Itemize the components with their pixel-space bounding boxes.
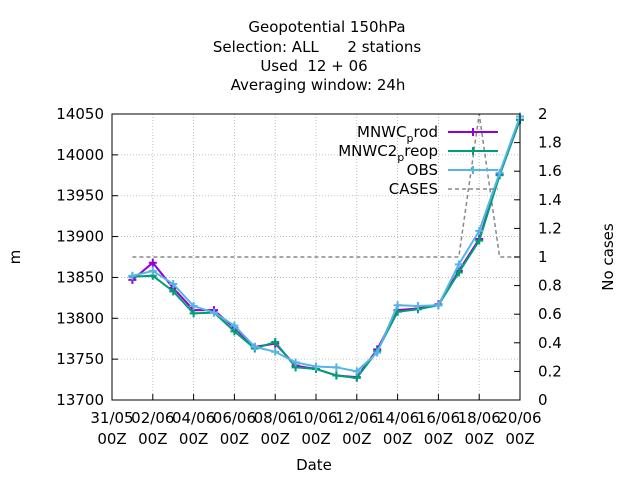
legend-label: MNWC2preop [338,142,438,164]
x-tick-date: 08/06 [254,409,297,427]
y-tick-label: 13950 [56,187,104,205]
x-tick-date: 18/06 [458,409,501,427]
data-point [271,337,280,346]
data-point [230,321,239,330]
cases-series [132,113,520,258]
data-point [189,309,198,318]
data-point [332,371,341,380]
x-tick-date: 20/06 [498,409,541,427]
legend-label: CASES [389,180,438,198]
data-point [148,258,157,267]
y2-axis-ticks: 0 0.2 0.4 0.6 0.8 1 1.2 1.4 1.6 1.8 2 [514,105,562,409]
legend-label: OBS [407,161,438,179]
data-point [271,347,280,356]
series-line [132,119,521,379]
x-tick-time: 00Z [383,430,412,448]
x-tick-date: 06/06 [213,409,256,427]
x-tick-time: 00Z [424,430,453,448]
y-tick-label: 14000 [56,146,104,164]
series-mnwc-prod [128,115,524,382]
data-point [373,348,382,357]
x-tick-date: 02/06 [131,409,174,427]
data-point [495,168,504,177]
data-point [189,302,198,311]
x-tick-time: 00Z [465,430,494,448]
y2-tick-label: 1.4 [538,191,562,209]
data-point [393,301,402,310]
data-point [332,363,341,372]
chart-title-line: Selection: ALL 2 stations [213,38,421,56]
x-tick-time: 00Z [97,430,126,448]
y-tick-label: 13700 [56,391,104,409]
x-tick-time: 00Z [138,430,167,448]
data-point [434,301,443,310]
y2-tick-label: 0.4 [538,334,562,352]
x-tick-date: 10/06 [294,409,337,427]
data-point [169,279,178,288]
y2-tick-label: 0.8 [538,277,562,295]
y2-tick-label: 0.6 [538,305,562,323]
x-tick-date: 31/05 [90,409,133,427]
data-point [312,362,320,371]
y-tick-label: 13800 [56,309,104,327]
y2-tick-label: 1 [538,248,548,266]
data-series [128,112,524,382]
x-axis-label: Date [296,456,332,474]
y-axis-label: m [6,250,24,265]
legend-marker [469,147,477,155]
data-point [128,271,137,280]
y-tick-label: 13900 [56,228,104,246]
y2-tick-label: 1.8 [538,134,562,152]
y2-tick-label: 1.6 [538,162,562,180]
data-point [475,236,484,245]
data-point [210,308,218,317]
data-point [454,260,463,269]
cases-line [132,113,520,258]
x-tick-time: 00Z [261,430,290,448]
data-point [414,302,422,311]
series-mnwc2-preop [128,115,524,382]
x-tick-date: 12/06 [335,409,378,427]
x-tick-time: 00Z [505,430,534,448]
data-point [454,268,463,277]
chart-title-line: Used 12 + 06 [260,57,367,75]
x-tick-time: 00Z [220,430,249,448]
x-tick-time: 00Z [179,430,208,448]
y-tick-label: 14050 [56,105,104,123]
data-point [250,342,259,351]
data-point [475,226,484,235]
data-point [291,358,300,367]
y2-tick-label: 1.2 [538,219,562,237]
legend-label: MNWCprod [357,123,438,145]
x-tick-date: 04/06 [172,409,215,427]
y-tick-label: 13850 [56,268,104,286]
series-obs [128,112,524,376]
chart-title-line: Geopotential 150hPa [248,18,405,36]
data-point [148,266,157,275]
data-point [169,287,178,296]
y-axis-ticks: 13700 13750 13800 13850 13900 13950 14000 14050 [56,105,118,409]
y2-axis-label: No cases [599,223,617,291]
legend-marker [469,128,477,136]
series-line [132,116,521,373]
y2-tick-label: 0 [538,391,548,409]
chart-title: Geopotential 150hPa Selection: ALL 2 sta… [213,18,421,94]
x-tick-time: 00Z [342,430,371,448]
x-tick-date: 14/06 [376,409,419,427]
x-tick-date: 16/06 [417,409,460,427]
y2-tick-label: 0.2 [538,362,562,380]
legend-marker [469,166,477,174]
data-point [352,367,361,376]
x-axis-ticks: 31/0500Z02/0600Z04/0600Z06/0600Z08/0600Z… [90,394,542,448]
y-tick-label: 13750 [56,350,104,368]
series-line [131,119,521,379]
y2-tick-label: 2 [538,105,548,123]
chart-title-line: Averaging window: 24h [231,76,406,94]
x-tick-time: 00Z [301,430,330,448]
